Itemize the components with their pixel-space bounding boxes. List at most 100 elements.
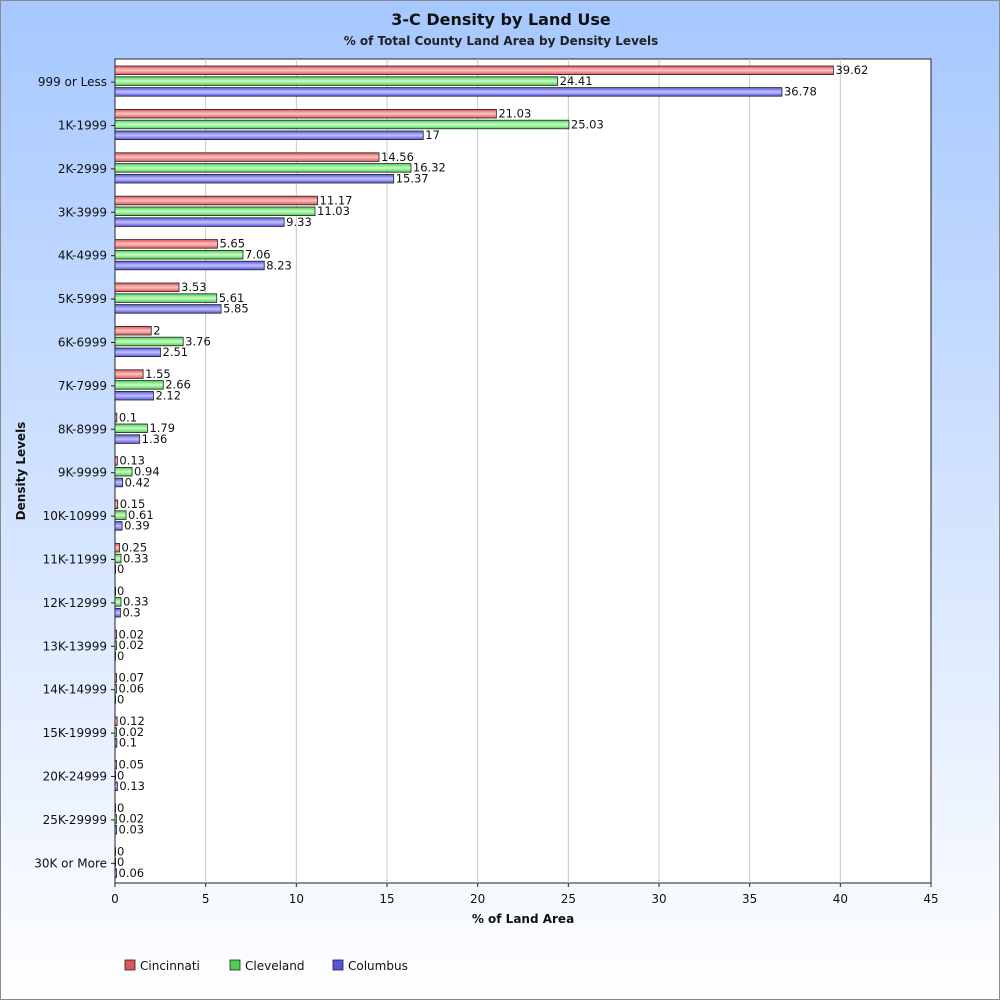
- legend: Cincinnati Cleveland Columbus: [124, 959, 408, 973]
- data-label: 0: [117, 562, 124, 576]
- y-axis-categories: 999 or Less 1K-1999 2K-2999 3K-3999 4K-4999 5…: [34, 75, 115, 870]
- x-tick-label: 25: [561, 892, 576, 906]
- chart-subtitle: % of Total County Land Area by Density L…: [344, 34, 659, 48]
- data-label: 17: [425, 128, 440, 142]
- bars: 39.62 24.41 36.78 21.03 25.03 17 14.5616.3215.…: [114, 63, 868, 880]
- data-label: 2.66: [165, 378, 191, 392]
- x-tick-label: 10: [289, 892, 304, 906]
- bar-columbus: [114, 304, 222, 314]
- category-label: 9K-9999: [58, 466, 107, 480]
- bar-columbus: [114, 477, 124, 488]
- legend-swatch: [124, 959, 136, 971]
- data-label: 0.33: [123, 551, 149, 565]
- bar-columbus: [114, 434, 141, 444]
- data-label: 14.56: [381, 150, 414, 164]
- data-label: 0.02: [119, 725, 145, 739]
- data-label: 0.02: [119, 627, 145, 641]
- data-label: 0: [117, 855, 124, 869]
- bar-cincinnati: [114, 716, 118, 727]
- data-label: 15.37: [396, 172, 429, 186]
- data-label: 8.23: [266, 258, 292, 272]
- bar-cincinnati: [114, 195, 318, 206]
- x-tick-label: 0: [111, 892, 119, 906]
- bar-cleveland: [114, 293, 218, 303]
- category-label: 7K-7999: [58, 379, 107, 393]
- data-label: 0.61: [128, 508, 154, 522]
- data-label: 0: [117, 844, 124, 858]
- bar-cincinnati: [114, 499, 119, 510]
- bar-cleveland: [114, 640, 117, 651]
- bar-cleveland: [114, 553, 122, 564]
- data-label: 16.32: [413, 161, 446, 175]
- data-label: 0.06: [119, 866, 145, 880]
- bar-cincinnati: [114, 369, 144, 379]
- bar-cincinnati: [114, 760, 117, 770]
- bar-cleveland: [114, 163, 412, 173]
- data-label: 0: [117, 649, 124, 663]
- bar-columbus: [114, 260, 265, 271]
- bar-cleveland: [114, 206, 316, 217]
- data-label: 0.05: [119, 758, 145, 772]
- bar-cincinnati: [114, 282, 180, 293]
- x-tick-label: 30: [651, 892, 666, 906]
- bar-cincinnati: [114, 325, 152, 336]
- bar-columbus: [114, 738, 118, 748]
- bar-columbus: [114, 781, 118, 792]
- data-label: 0.13: [119, 454, 145, 468]
- chart-title: 3-C Density by Land Use: [391, 10, 611, 29]
- category-label: 6K-6999: [58, 336, 107, 350]
- data-label: 2: [153, 324, 160, 338]
- data-label: 0.1: [119, 736, 137, 750]
- data-label: 11.17: [320, 193, 353, 207]
- category-label: 14K-14999: [43, 683, 107, 697]
- legend-label: Columbus: [348, 959, 408, 973]
- data-label: 5.65: [219, 237, 245, 251]
- data-label: 1.36: [142, 432, 168, 446]
- data-label: 25.03: [571, 117, 604, 131]
- bar-cleveland: [114, 684, 117, 694]
- x-tick-label: 5: [202, 892, 210, 906]
- bar-cleveland: [114, 510, 127, 520]
- data-label: 0: [117, 584, 124, 598]
- legend-label: Cincinnati: [140, 959, 200, 973]
- bar-cincinnati: [114, 152, 380, 162]
- legend-label: Cleveland: [245, 959, 305, 973]
- category-label: 15K-19999: [43, 726, 107, 740]
- category-label: 4K-4999: [58, 249, 107, 263]
- data-label: 3.76: [185, 334, 211, 348]
- data-label: 36.78: [784, 85, 817, 99]
- bar-cleveland: [114, 249, 244, 260]
- category-label: 30K or More: [34, 856, 107, 870]
- data-label: 0.02: [119, 638, 145, 652]
- data-label: 0: [117, 768, 124, 782]
- data-label: 0.39: [124, 519, 150, 533]
- category-label: 1K-1999: [58, 119, 107, 133]
- bar-columbus: [114, 217, 285, 227]
- data-label: 0.42: [125, 475, 151, 489]
- data-label: 5.85: [223, 302, 249, 316]
- x-tick-label: 45: [923, 892, 938, 906]
- data-label: 0: [117, 801, 124, 815]
- legend-swatch: [332, 959, 344, 971]
- x-axis-ticks: 0 5 10 15 20 25 30 35 40 45: [111, 883, 939, 906]
- bar-columbus: [114, 390, 154, 401]
- data-label: 0.33: [123, 595, 149, 609]
- x-tick-label: 35: [742, 892, 757, 906]
- bar-columbus: [114, 87, 783, 97]
- x-axis-title: % of Land Area: [472, 912, 574, 926]
- bar-cleveland: [114, 76, 559, 86]
- bar-cincinnati: [114, 109, 497, 119]
- bar-cleveland: [114, 380, 164, 390]
- category-label: 5K-5999: [58, 292, 107, 306]
- data-label: 21.03: [498, 107, 531, 121]
- bar-cleveland: [114, 336, 184, 347]
- category-label: 13K-13999: [43, 639, 107, 653]
- bar-columbus: [114, 868, 117, 878]
- data-label: 0.25: [122, 541, 148, 555]
- category-label: 12K-12999: [43, 596, 107, 610]
- bar-cincinnati: [114, 543, 120, 553]
- data-label: 0.1: [119, 410, 137, 424]
- data-label: 0.15: [120, 497, 146, 511]
- bar-cincinnati: [114, 412, 118, 423]
